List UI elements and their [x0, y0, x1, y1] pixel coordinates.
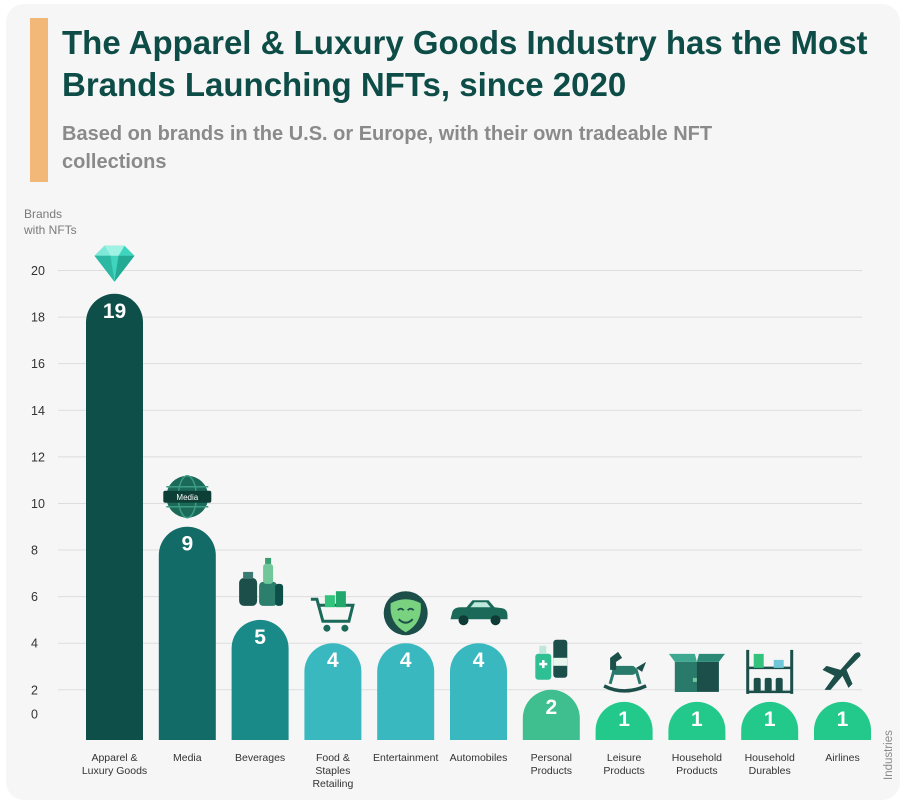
bar — [450, 643, 507, 740]
x-tick-label-line: Entertainment — [373, 752, 438, 764]
rocking-horse-icon — [603, 651, 647, 693]
bar — [668, 701, 726, 740]
x-tick-label-line: Retailing — [312, 778, 353, 790]
bar — [304, 643, 362, 740]
x-tick-label-line: Durables — [749, 765, 791, 777]
x-tick-label-line: Personal — [531, 752, 572, 764]
y-tick-label: 16 — [31, 357, 45, 371]
x-tick-label: Media — [173, 752, 202, 764]
bar — [86, 293, 143, 740]
bar-value-label: 1 — [618, 708, 630, 731]
x-tick-label-line: Household — [672, 752, 722, 764]
bar-value-label: 19 — [103, 300, 126, 323]
x-tick-label-line: Products — [603, 765, 644, 777]
x-axis-label: Industries — [883, 730, 895, 780]
x-tick-label-line: Luxury Goods — [82, 765, 147, 777]
chart-title: The Apparel & Luxury Goods Industry has … — [62, 24, 868, 103]
x-tick-label: Beverages — [235, 752, 285, 764]
y-tick-label: 0 — [31, 708, 38, 722]
lotion-bottles-icon — [535, 639, 568, 680]
bar — [595, 701, 653, 740]
x-tick-label-line: Staples — [315, 765, 350, 777]
bar-value-label: 4 — [473, 649, 485, 672]
x-tick-label: Automobiles — [450, 752, 508, 764]
y-axis-label: Brands with NFTs — [23, 207, 77, 237]
bar-value-label: 1 — [764, 708, 776, 731]
accent-bar — [30, 18, 48, 182]
y-axis-label-line: Brands — [24, 207, 62, 221]
bar-value-label: 2 — [545, 696, 557, 719]
bar-value-label: 5 — [254, 626, 266, 649]
globe-icon: Media — [163, 474, 212, 519]
y-tick-label: 12 — [31, 450, 45, 464]
car-icon — [450, 600, 508, 626]
x-tick-label-line: Airlines — [825, 752, 859, 764]
bar-value-label: 4 — [400, 649, 412, 672]
y-tick-label: 6 — [31, 590, 38, 604]
shopping-cart-icon — [310, 591, 355, 632]
x-tick-label-line: Beverages — [235, 752, 285, 764]
y-tick-label: 8 — [31, 544, 38, 558]
bar-value-label: 1 — [837, 708, 849, 731]
bottles-icon — [239, 557, 284, 606]
x-tick-label-line: Automobiles — [450, 752, 508, 764]
x-tick-label-line: Apparel & — [91, 752, 137, 764]
bar — [158, 526, 216, 740]
y-tick-label: 10 — [31, 497, 45, 511]
x-tick-label-line: Food & — [316, 752, 350, 764]
diamond-icon — [94, 245, 135, 282]
bar — [741, 701, 799, 740]
y-tick-label: 14 — [31, 404, 45, 418]
bar-value-label: 1 — [691, 708, 703, 731]
y-tick-label: 4 — [31, 637, 38, 651]
bar — [522, 689, 580, 740]
category-icons: Media — [94, 245, 861, 694]
x-tick-labels: Apparel &Luxury Goods Media Beverages Food … — [82, 752, 860, 790]
x-tick-label-line: Household — [745, 752, 795, 764]
x-tick-label-line: Products — [676, 765, 717, 777]
x-tick-label-line: Products — [531, 765, 572, 777]
x-tick-label: Apparel &Luxury Goods — [82, 752, 147, 777]
chart-subtitle: Based on brands in the U.S. or Europe, w… — [62, 123, 713, 173]
y-tick-label: 20 — [31, 264, 45, 278]
bar — [377, 643, 435, 740]
bar-value-label: 4 — [327, 649, 339, 672]
y-ticks: 0 2 4 6 8 10 12 14 16 18 20 — [31, 264, 45, 722]
bar — [231, 619, 289, 740]
shelf-icon — [746, 649, 794, 694]
x-tick-label-line: Leisure — [607, 752, 642, 764]
x-tick-label-line: Media — [173, 752, 202, 764]
box-icon — [668, 653, 725, 692]
x-tick-label: Entertainment — [373, 752, 438, 764]
bars: 19 9 5 4 4 4 2 1 1 1 1 — [86, 293, 871, 740]
theater-mask-icon — [383, 591, 428, 636]
bar — [814, 701, 871, 740]
y-tick-label: 2 — [31, 683, 38, 697]
airplane-icon — [822, 652, 861, 690]
y-tick-label: 18 — [31, 311, 45, 325]
bar-value-label: 9 — [181, 533, 193, 556]
x-tick-label: Airlines — [825, 752, 859, 764]
y-axis-label-line: with NFTs — [23, 223, 77, 237]
globe-icon-label: Media — [176, 493, 198, 502]
